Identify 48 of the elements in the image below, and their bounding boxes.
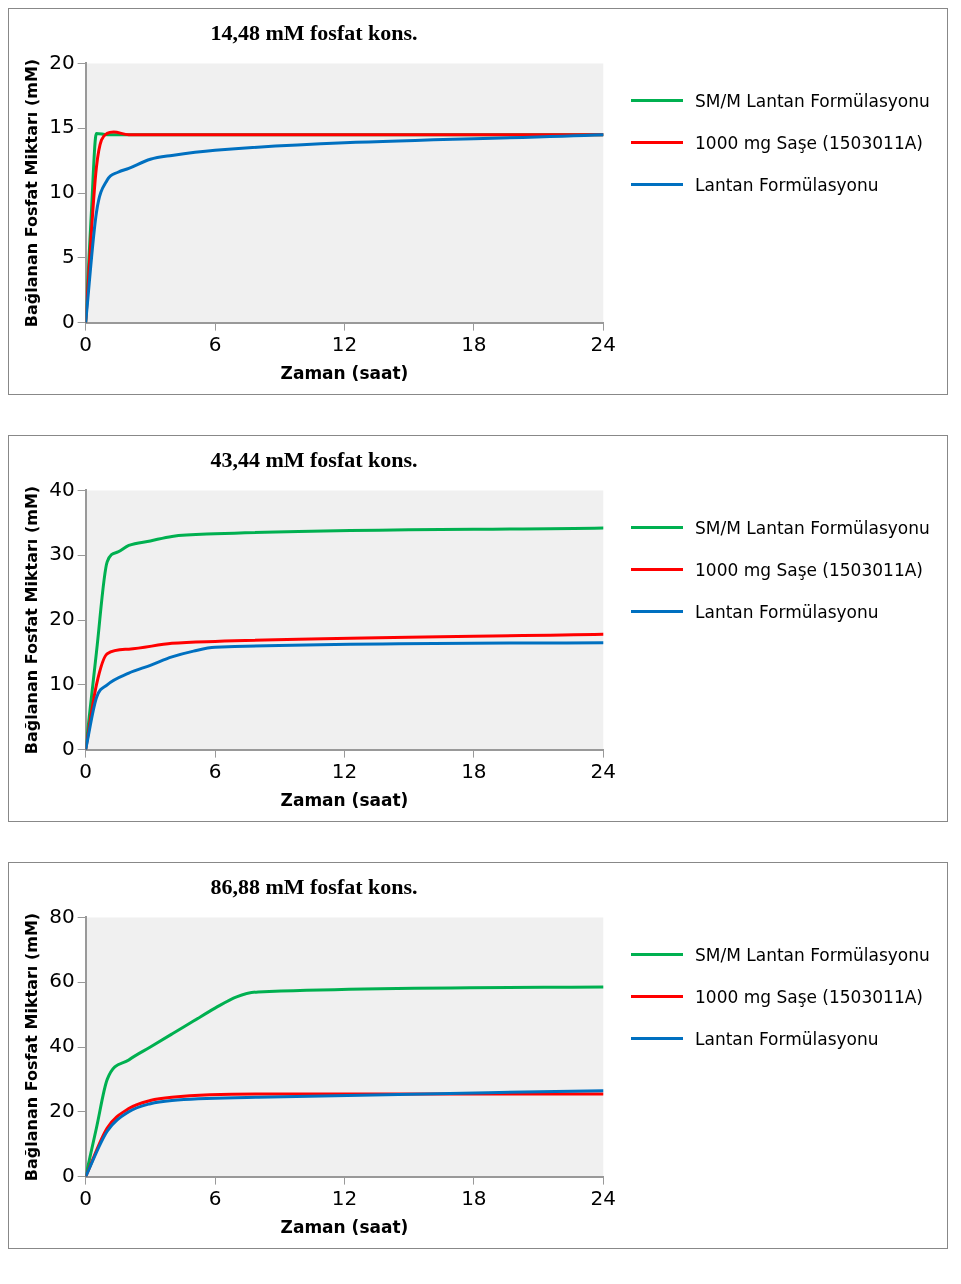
legend-label: 1000 mg Saşe (1503011A) [695, 559, 923, 582]
y-tick-label: 10 [49, 179, 75, 204]
y-axis-title: Bağlanan Fosfat Miktarı (mM) [21, 912, 41, 1182]
x-tick-label: 6 [208, 1185, 222, 1210]
x-tick-label: 24 [590, 1185, 616, 1210]
x-tick-label: 12 [331, 758, 358, 783]
legend-label: SM/M Lantan Formülasyonu [695, 90, 930, 113]
x-tick-label: 18 [461, 1185, 487, 1210]
x-tick-label: 6 [208, 758, 222, 783]
y-tick-label: 20 [49, 606, 75, 631]
legend-label: 1000 mg Saşe (1503011A) [695, 986, 923, 1009]
y-tick-label: 20 [49, 1098, 75, 1122]
x-tick-label: 24 [590, 331, 616, 356]
x-tick-label: 18 [461, 331, 487, 356]
legend-label: SM/M Lantan Formülasyonu [695, 517, 930, 540]
y-tick-label: 5 [61, 244, 75, 268]
x-axis-title: Zaman (saat) [280, 790, 409, 811]
y-tick-label: 40 [49, 476, 75, 501]
chart-title: 43,44 mM fosfat kons. [210, 446, 418, 472]
y-tick-label: 0 [61, 735, 75, 760]
x-tick-label: 12 [331, 1185, 358, 1210]
y-tick-label: 0 [61, 1162, 75, 1187]
legend-label: Lantan Formülasyonu [695, 601, 879, 624]
x-tick-label: 6 [208, 331, 222, 356]
y-tick-label: 0 [61, 308, 75, 333]
x-tick-label: 0 [79, 331, 93, 356]
x-axis-title: Zaman (saat) [280, 363, 409, 384]
y-tick-label: 10 [49, 671, 75, 695]
y-tick-label: 30 [49, 541, 75, 566]
y-tick-label: 60 [49, 968, 75, 993]
x-tick-label: 0 [79, 758, 93, 783]
y-tick-label: 15 [49, 114, 75, 139]
x-tick-label: 12 [331, 331, 358, 356]
x-axis-title: Zaman (saat) [280, 1217, 409, 1238]
y-axis-title: Bağlanan Fosfat Miktarı (mM) [21, 58, 41, 328]
legend-label: 1000 mg Saşe (1503011A) [695, 132, 923, 155]
x-tick-label: 0 [79, 1185, 93, 1210]
legend-label: Lantan Formülasyonu [695, 1028, 879, 1051]
y-axis-title: Bağlanan Fosfat Miktarı (mM) [21, 485, 41, 755]
x-tick-label: 18 [461, 758, 487, 783]
y-tick-label: 20 [49, 49, 75, 74]
legend-label: Lantan Formülasyonu [695, 174, 879, 197]
legend-label: SM/M Lantan Formülasyonu [695, 944, 930, 967]
chart-title: 14,48 mM fosfat kons. [210, 19, 418, 45]
chart-title: 86,88 mM fosfat kons. [210, 873, 418, 899]
x-tick-label: 24 [590, 758, 616, 783]
y-tick-label: 40 [49, 1033, 75, 1058]
y-tick-label: 80 [49, 903, 75, 928]
